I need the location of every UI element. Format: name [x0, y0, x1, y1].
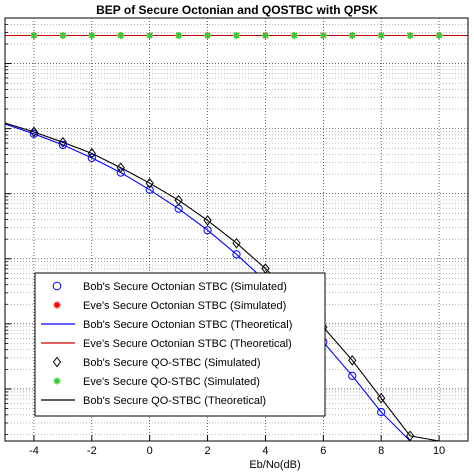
data-point	[29, 129, 39, 138]
data-point	[319, 31, 327, 39]
data-point	[117, 31, 125, 39]
data-point	[406, 31, 414, 39]
data-point	[87, 153, 96, 163]
legend-entry-label: Bob's Secure QO-STBC (Theoretical)	[83, 395, 266, 407]
data-point	[116, 162, 125, 174]
x-tick-label: -2	[87, 445, 97, 457]
series-line	[4, 122, 468, 442]
data-point	[203, 226, 212, 235]
data-point	[204, 31, 212, 39]
data-point	[232, 250, 241, 259]
data-point	[261, 31, 269, 39]
legend-entry-label: Eve's Secure Octonian STBC (Simulated)	[83, 300, 286, 312]
data-point	[116, 168, 125, 177]
data-point	[29, 126, 39, 138]
data-point	[145, 185, 154, 194]
data-point	[405, 430, 415, 442]
data-point	[290, 31, 298, 39]
legend-swatch-circle	[52, 281, 62, 291]
chart-title: BEP of Secure Octonian and QOSTBC with Q…	[96, 3, 378, 17]
legend-box	[34, 272, 326, 417]
data-point	[377, 392, 386, 404]
legend-swatch-star	[53, 301, 61, 309]
data-point	[146, 31, 154, 39]
data-point	[232, 237, 241, 249]
legend-swatch-diamond	[52, 356, 62, 368]
series-line	[4, 123, 468, 442]
legend-entry-label: Eve's Secure QO-STBC (Simulated)	[83, 376, 260, 388]
data-point	[30, 31, 38, 39]
data-point	[377, 31, 385, 39]
legend-swatch-star	[53, 377, 61, 385]
data-point	[233, 31, 240, 39]
legend: Bob's Secure Octonian STBC (Simulated) Ev…	[34, 272, 326, 417]
x-tick-label: 10	[433, 445, 445, 457]
x-tick-label: -4	[29, 445, 39, 457]
legend-entry-label: Bob's Secure Octonian STBC (Theoretical)	[83, 319, 292, 331]
data-point	[203, 215, 212, 226]
data-point	[348, 31, 356, 39]
data-point	[175, 31, 183, 39]
x-tick-label: 8	[378, 445, 384, 457]
data-point	[145, 177, 154, 189]
x-tick-label: 2	[205, 445, 211, 457]
x-tick-label: 4	[262, 445, 268, 457]
data-point	[58, 140, 67, 150]
data-point	[435, 31, 443, 39]
data-point	[87, 148, 96, 159]
plot-frame	[4, 17, 469, 442]
legend-entry-label: Bob's Secure Octonian STBC (Simulated)	[83, 281, 287, 293]
x-tick-label: 6	[320, 445, 326, 457]
x-axis-ticks: -4 -2 0 2 4 6 8 10	[29, 445, 445, 457]
data-point	[348, 371, 357, 380]
data-point	[174, 194, 183, 206]
x-axis-label: Eb/No(dB)	[249, 459, 301, 471]
data-point	[348, 355, 357, 366]
legend-entry-label: Eve's Secure Octonian STBC (Theoretical)	[83, 338, 292, 350]
data-point	[88, 31, 96, 39]
data-point	[59, 31, 67, 39]
data-point	[377, 408, 386, 417]
x-tick-label: 0	[147, 445, 153, 457]
data-point	[58, 136, 68, 148]
legend-entry-label: Bob's Secure QO-STBC (Simulated)	[83, 357, 261, 369]
